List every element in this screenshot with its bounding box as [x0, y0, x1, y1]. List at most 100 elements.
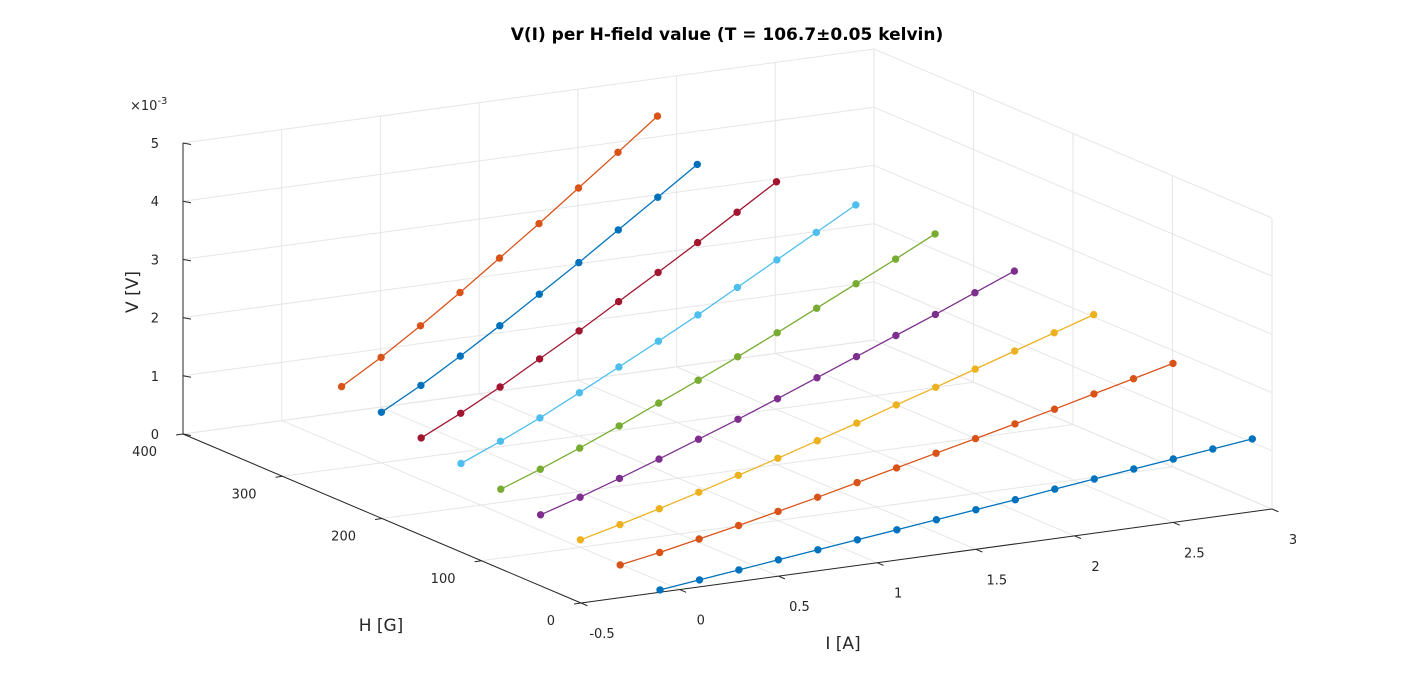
data-point [774, 454, 782, 462]
data-point [496, 322, 504, 330]
x-tick-label: -0.5 [589, 627, 614, 642]
z-tick-label: 5 [151, 137, 159, 152]
data-point [931, 310, 940, 319]
z-exponent-base: ×10 [130, 99, 157, 114]
data-point [615, 422, 623, 430]
data-point [892, 464, 901, 472]
series-0 [656, 435, 1257, 594]
data-point [891, 255, 900, 263]
grid-line [873, 48, 1273, 219]
labels: -0.5 0 0.5 1 1.5 2 2.5 3 0 100 200 300 400 0 1 2 3 4 5 [132, 137, 1297, 642]
data-point [814, 546, 822, 554]
z-tick-label: 0 [151, 428, 159, 443]
data-point [1090, 310, 1098, 319]
grid-line [182, 223, 875, 319]
data-point [813, 304, 821, 312]
data-point [694, 376, 702, 384]
data-point [932, 383, 940, 391]
data-point [536, 414, 544, 422]
data-point [695, 488, 703, 496]
z-exponent-power: -3 [157, 96, 167, 107]
data-point [656, 548, 664, 557]
data-point [417, 434, 425, 442]
x-tick-label: 0 [697, 614, 705, 629]
data-point [813, 493, 822, 501]
data-point [417, 381, 425, 390]
data-point [457, 409, 465, 417]
grid-line [182, 106, 875, 202]
grid-line [873, 164, 1273, 335]
data-point [812, 228, 820, 237]
x-tick-mark [975, 548, 983, 553]
data-point [734, 521, 743, 530]
data-point [734, 471, 742, 479]
data-point [496, 383, 504, 391]
grid-line [182, 339, 875, 435]
data-point [1209, 445, 1217, 453]
data-point [774, 556, 783, 564]
y-tick-mark [175, 433, 184, 436]
data-point [1169, 455, 1178, 463]
data-point [774, 507, 782, 516]
data-point [1050, 405, 1059, 413]
grid-line [873, 339, 1273, 510]
data-point [575, 258, 583, 267]
data-point [813, 374, 821, 382]
data-point [614, 226, 622, 234]
data-point [536, 465, 544, 473]
data-point [655, 455, 663, 463]
data-point [853, 478, 861, 487]
data-point [337, 382, 346, 391]
data-point [575, 389, 584, 397]
data-point [377, 408, 386, 416]
data-point [694, 311, 702, 319]
data-point [576, 536, 585, 544]
y-tick-label: 200 [331, 530, 356, 545]
data-point [971, 365, 979, 373]
data-point [734, 415, 742, 423]
grid-line [873, 223, 1273, 394]
data-point [535, 355, 544, 363]
series-5 [457, 201, 860, 468]
data-point [575, 327, 583, 335]
data-point [615, 363, 623, 371]
data-point [972, 506, 980, 514]
data-point [1011, 347, 1019, 355]
grid-line [182, 164, 875, 260]
x-tick-mark [679, 589, 687, 593]
x-tick-label: 3 [1289, 533, 1297, 548]
series [337, 112, 1257, 594]
data-point [653, 112, 662, 120]
y-axis-label: H [G] [359, 616, 404, 636]
series-3 [536, 267, 1019, 519]
x-tick-mark [1074, 535, 1082, 540]
data-point [1169, 359, 1177, 368]
data-point [693, 238, 702, 247]
grid-line [182, 48, 875, 144]
data-point [735, 566, 743, 574]
x-axis-label: I [A] [825, 634, 860, 654]
x-tick-mark [580, 602, 588, 607]
data-point [616, 520, 624, 529]
data-point [1010, 267, 1019, 275]
data-point [615, 474, 624, 483]
grid-line [282, 381, 974, 477]
x-tick-label: 2.5 [1184, 546, 1205, 561]
y-tick-mark [374, 518, 383, 520]
data-point [655, 505, 663, 513]
axes [175, 142, 1279, 607]
series-2 [576, 310, 1098, 544]
data-point [932, 449, 940, 457]
z-axis-label: V [V] [123, 271, 143, 313]
data-point [773, 395, 782, 403]
x-tick-mark [778, 575, 786, 580]
data-point [695, 535, 703, 543]
series-6 [417, 178, 781, 442]
data-point [773, 256, 781, 264]
data-point [456, 352, 464, 360]
data-point [656, 586, 664, 594]
data-point [853, 419, 861, 427]
